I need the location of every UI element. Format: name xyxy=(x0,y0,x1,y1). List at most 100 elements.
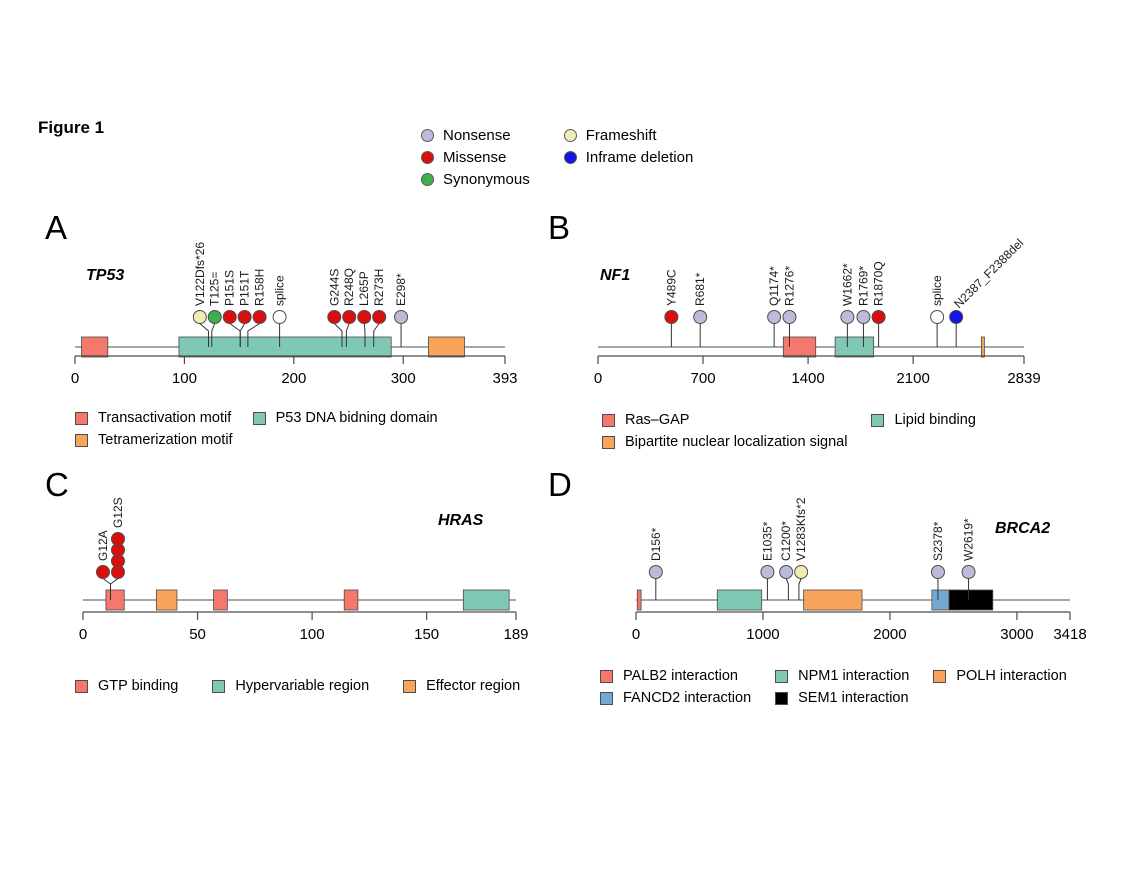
mutation-label: G244S xyxy=(327,269,341,306)
mutation-lollipop-circle xyxy=(237,310,252,324)
domain-legend-nf1: Ras–GAP Lipid binding Bipartite nuclear lo… xyxy=(602,412,976,450)
domain-box xyxy=(716,589,763,611)
domain-legend-item: P53 DNA bidning domain xyxy=(252,410,438,426)
mutation-lollipop-circle xyxy=(272,310,287,324)
panel-letter-c: C xyxy=(45,466,69,503)
missense-circle-icon xyxy=(421,151,434,164)
mutation-label: E298* xyxy=(394,273,408,306)
mutation-lollipop-circle xyxy=(856,310,871,324)
mutation-label: R1870Q xyxy=(872,261,886,306)
panel-letter-d: D xyxy=(548,466,572,503)
axis-tick-label: 2839 xyxy=(1007,370,1040,387)
domain-legend-label: Bipartite nuclear localization signal xyxy=(625,434,848,450)
mutation-type-item: Nonsense xyxy=(421,127,530,144)
mutation-lollipop-circle xyxy=(252,310,267,324)
domain-legend-label: NPM1 interaction xyxy=(798,668,910,684)
mutation-lollipop-circle xyxy=(222,310,237,324)
domain-swatch-icon xyxy=(871,413,885,427)
mutation-stem xyxy=(247,323,260,347)
mutation-type-legend: Nonsense Frameshift Missense Inframe deleti… xyxy=(421,127,693,188)
axis-tick-label: 0 xyxy=(79,626,87,643)
gene-name-label: HRAS xyxy=(438,512,484,529)
mutation-label: splice xyxy=(930,275,944,306)
domain-box xyxy=(213,589,228,611)
mutation-stem xyxy=(109,578,119,600)
domain-swatch-icon xyxy=(600,669,613,683)
panel-b: B NF1 Y489C R681* Q1174* R1276* W1662* R1769* R1… xyxy=(548,205,1096,457)
mutation-label: Y489C xyxy=(664,269,678,306)
domain-legend-label: Transactivation motif xyxy=(98,410,232,426)
mutation-lollipop-circle xyxy=(342,310,357,324)
mutation-stem xyxy=(333,323,343,347)
domain-box xyxy=(980,336,985,358)
frameshift-circle-icon xyxy=(563,129,577,142)
mutation-stem xyxy=(798,578,802,600)
axis-tick-label: 3418 xyxy=(1053,626,1086,643)
mutation-label: E1035* xyxy=(760,521,774,561)
axis-tick-label: 150 xyxy=(414,626,439,643)
axis-tick-label: 393 xyxy=(492,370,517,387)
mutation-label: L265P xyxy=(357,271,371,306)
mutation-lollipop-circle xyxy=(192,310,207,324)
domain-swatch-icon xyxy=(775,691,789,705)
mutation-type-item: Synonymous xyxy=(421,171,530,188)
domain-swatch-icon xyxy=(602,413,615,427)
domain-legend-item: Bipartite nuclear localization signal xyxy=(602,434,847,450)
domain-legend-item: Transactivation motif xyxy=(75,410,233,426)
mutation-label: V1283Kfs*2 xyxy=(794,497,808,561)
mutation-label: W1662* xyxy=(840,263,854,306)
domain-box xyxy=(105,589,125,611)
mutation-label: G12S xyxy=(111,497,125,528)
mutation-label: G12A xyxy=(96,530,110,561)
mutation-label: R681* xyxy=(693,272,707,306)
axis-tick-label: 200 xyxy=(281,370,306,387)
domain-box xyxy=(155,589,178,611)
domain-box xyxy=(834,336,875,358)
mutation-stem xyxy=(211,323,216,347)
axis-tick-label: 3000 xyxy=(1000,626,1033,643)
domain-swatch-icon xyxy=(212,679,226,693)
domain-box xyxy=(948,589,994,611)
mutation-lollipop-circle xyxy=(782,310,797,324)
mutation-label: N2387_F2388del xyxy=(951,236,1026,311)
gene-name-label: NF1 xyxy=(600,267,631,284)
mutation-type-item: Inframe deletion xyxy=(563,149,693,166)
panel-c: C HRAS G12A G12S 0 50 100 150 189 GTP binding Hype… xyxy=(40,462,555,714)
gene-name-label: BRCA2 xyxy=(995,520,1051,537)
domain-legend-brca2: PALB2 interaction NPM1 interaction POLH in… xyxy=(600,668,1067,706)
axis-tick-label: 300 xyxy=(391,370,416,387)
mutation-stem xyxy=(199,323,209,347)
mutation-type-item: Frameshift xyxy=(563,127,694,144)
mutation-lollipop-circle xyxy=(760,565,775,579)
mutation-lollipop-circle xyxy=(664,310,679,324)
axis-tick-label: 1400 xyxy=(791,370,824,387)
mutation-lollipop-circle xyxy=(648,565,663,579)
axis-tick-label: 0 xyxy=(71,370,79,387)
mutation-stem xyxy=(345,323,350,347)
axis-tick-label: 0 xyxy=(594,370,602,387)
axis-tick-label: 100 xyxy=(172,370,197,387)
mutation-label: V122Dfs*26 xyxy=(193,242,207,306)
mutation-type-item: Missense xyxy=(421,149,530,166)
domain-legend-label: GTP binding xyxy=(98,678,179,694)
domain-box xyxy=(782,336,817,358)
mutation-label: R273H xyxy=(372,269,386,306)
mutation-label: Q1174* xyxy=(767,266,781,306)
domain-box xyxy=(343,589,359,611)
domain-swatch-icon xyxy=(75,679,88,693)
domain-legend-label: POLH interaction xyxy=(956,668,1067,684)
mutation-lollipop-circle xyxy=(949,310,964,324)
mutation-stem xyxy=(785,578,789,600)
lollipop-plot-nf1: Y489C R681* Q1174* R1276* W1662* R1769* R1870Q… xyxy=(594,236,1041,387)
domain-legend-item: PALB2 interaction xyxy=(600,668,751,684)
mutation-label: P151S xyxy=(223,270,237,306)
axis-tick-label: 1000 xyxy=(746,626,779,643)
domain-legend-item: Lipid binding xyxy=(871,412,976,428)
panel-letter-a: A xyxy=(45,209,68,246)
lollipop-plot-brca2: D156* E1035* C1200* V1283Kfs*2 S2378* W2619* 0… xyxy=(632,497,1087,643)
domain-box xyxy=(462,589,510,611)
mutation-type-label: Nonsense xyxy=(443,127,511,144)
mutation-lollipop-circle xyxy=(357,310,372,324)
axis-tick-label: 2100 xyxy=(896,370,929,387)
